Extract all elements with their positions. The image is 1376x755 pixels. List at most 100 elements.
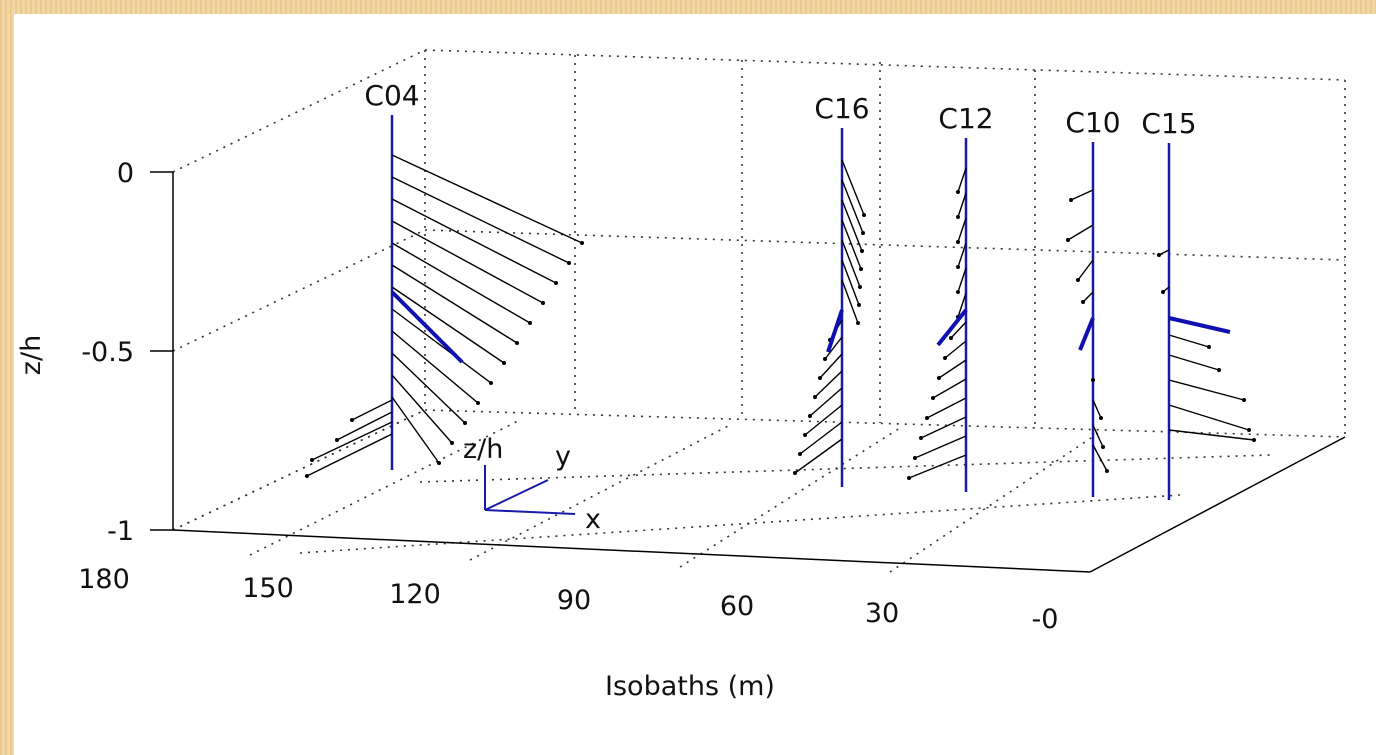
velocity-vector [351, 399, 393, 421]
vector-head [798, 452, 802, 456]
vector-head [858, 285, 862, 289]
stations: C04 C16 C12 C10 C15 [305, 79, 1256, 500]
x-tick-label: 180 [78, 564, 130, 595]
grid-line [679, 427, 901, 568]
velocity-vector [920, 416, 967, 439]
velocity-vector [957, 292, 967, 318]
velocity-vector [336, 411, 393, 441]
velocity-vector [391, 220, 544, 304]
vector-head [803, 433, 807, 437]
vector-head [907, 476, 911, 480]
vector-head [862, 213, 866, 217]
vector-head [818, 376, 822, 380]
vector-head [949, 336, 953, 340]
station-c04: C04 [305, 79, 584, 478]
velocity-vector [1168, 334, 1210, 348]
z-tick-label: 0 [117, 158, 134, 189]
orientation-legend: z/h y x [463, 434, 601, 535]
velocity-vector [804, 404, 843, 436]
velocity-vector [391, 154, 583, 244]
velocity-vector [1067, 224, 1094, 241]
vector-head [1069, 198, 1073, 202]
vector-head [919, 436, 923, 440]
vector-head [463, 421, 467, 425]
vector-head [956, 290, 960, 294]
vector-head [925, 416, 929, 420]
y-axis-line [1089, 436, 1346, 573]
orientation-y-label: y [555, 441, 571, 472]
grid-line [172, 229, 426, 352]
grid-line [424, 49, 1346, 81]
grid-line [172, 409, 426, 531]
velocity-vector [841, 239, 861, 288]
vector-head [528, 321, 532, 325]
velocity-vector [957, 167, 967, 193]
vector-head [1066, 238, 1070, 242]
velocity-vector [794, 438, 843, 474]
velocity-vector [944, 340, 967, 359]
velocity-vector [391, 242, 531, 324]
vector-head [1252, 438, 1256, 442]
vector-head [856, 321, 860, 325]
orientation-x-arrow [484, 509, 576, 515]
vector-head [489, 381, 493, 385]
velocity-vector [391, 286, 505, 364]
grid-line [424, 229, 1346, 261]
vector-head [305, 474, 309, 478]
grid [172, 49, 1346, 573]
velocity-vector [311, 421, 393, 461]
vector-head [1242, 398, 1246, 402]
vector-head [860, 249, 864, 253]
vector-head [515, 341, 519, 345]
x-axis-title: Isobaths (m) [605, 671, 775, 702]
vector-head [859, 267, 863, 271]
station-c15: C15 [1141, 107, 1256, 500]
vector-head [931, 396, 935, 400]
velocity-vector [824, 336, 843, 360]
velocity-vector [1092, 399, 1102, 419]
velocity-vector [391, 308, 492, 384]
velocity-vector [1077, 259, 1094, 281]
vector-head [1105, 469, 1109, 473]
velocity-vector [819, 353, 843, 379]
velocity-vector [1168, 429, 1255, 441]
vector-head [813, 395, 817, 399]
vector-head [857, 303, 861, 307]
vector-head [350, 418, 354, 422]
orientation-x-label: x [585, 504, 601, 535]
vector-head [450, 441, 454, 445]
grid-line [889, 431, 1101, 573]
vector-head [310, 458, 314, 462]
station-label: C10 [1065, 106, 1120, 139]
x-tick-label: -0 [1032, 604, 1059, 635]
mean-vector [826, 309, 844, 353]
velocity-vector [841, 159, 865, 216]
velocity-vector [1168, 379, 1245, 401]
x-tick-label: 150 [242, 573, 294, 604]
vector-head [956, 190, 960, 194]
velocity-vector [938, 359, 967, 379]
vector-head [1217, 368, 1221, 372]
station-c16: C16 [793, 92, 870, 487]
x-tick-label: 120 [389, 579, 441, 610]
velocity-vector [1168, 404, 1250, 431]
velocity-vector [799, 421, 843, 455]
vector-head [502, 361, 506, 365]
vector-head [1157, 253, 1161, 257]
velocity-vector [1082, 291, 1094, 303]
vector-head [943, 356, 947, 360]
velocity-vector [841, 279, 859, 324]
figure-panel [14, 14, 1376, 755]
velocity-vector [391, 264, 518, 344]
vector-head [1076, 278, 1080, 282]
vector-head [1099, 416, 1103, 420]
vector-head [1081, 300, 1085, 304]
z-axis-title: z/h [16, 335, 47, 375]
vector-head [823, 357, 827, 361]
station-c12: C12 [907, 102, 994, 492]
vector-head [580, 241, 584, 245]
velocity-vector [391, 176, 570, 264]
velocity-vector [841, 259, 860, 306]
vector-head [1101, 445, 1105, 449]
